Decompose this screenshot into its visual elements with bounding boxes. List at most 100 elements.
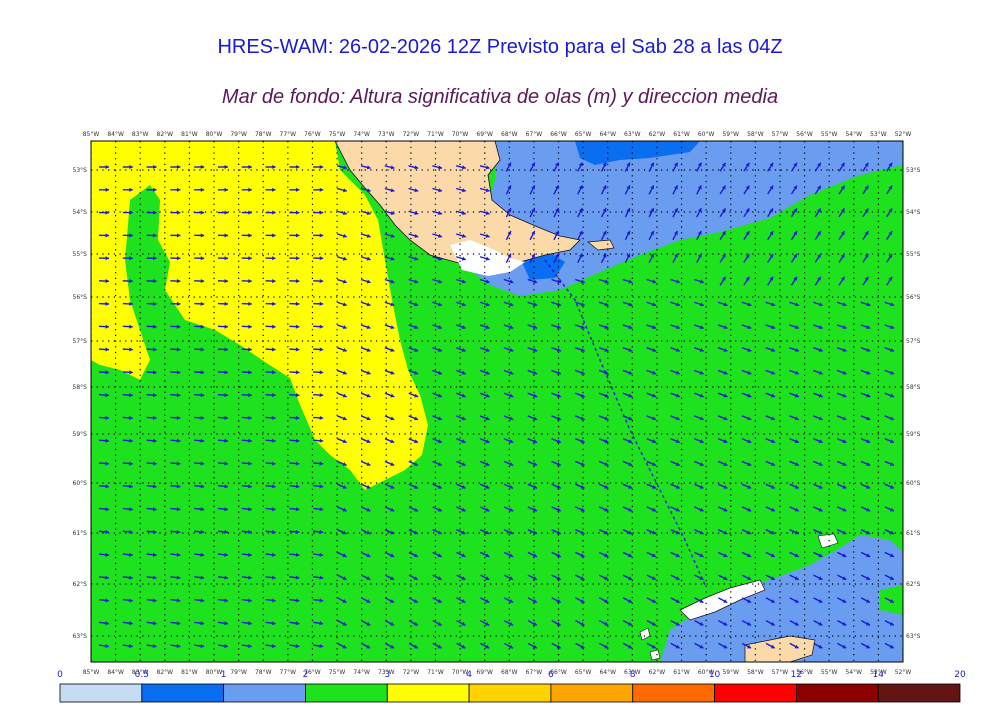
arrow-head [485,325,490,330]
arrow-head [390,576,395,580]
arrow-head [342,325,347,330]
lon-label: 70°W [452,669,469,676]
map-subtitle: Mar de fondo: Altura significativa de ol… [221,86,779,108]
arrow-head [652,462,657,466]
arrow-head [580,370,585,375]
arrow-head [295,643,300,649]
arrow-head [224,461,228,466]
arrow-head [224,256,228,261]
arrow-head [414,462,419,466]
lon-label: 75°W [329,131,346,138]
arrow-head [794,370,799,375]
arrow-head [842,530,847,535]
arrow-head [272,256,276,261]
arrow-head [224,598,228,603]
arrow-head [105,324,109,329]
arrow-head [626,253,631,258]
arrow-head [461,530,466,535]
arrow-head [485,211,490,216]
arrow-head [342,188,347,193]
colorbar-segment [795,683,879,703]
arrow-head [509,644,514,649]
arrow-head [531,185,535,190]
arrow-head [556,347,561,352]
arrow-head [840,253,845,258]
arrow-head [438,188,443,193]
arrow-head [295,164,300,170]
arrow-head [817,162,821,167]
arrow-head [771,347,776,352]
arrow-head [794,484,799,489]
arrow-head [390,325,395,330]
arrow-head [390,233,395,238]
arrow-head [152,598,157,603]
arrow-head [771,370,776,375]
arrow-head [461,553,466,558]
arrow-head [461,325,466,330]
arrow-head [840,231,845,236]
arrow-head [342,233,347,238]
arrow-head [794,576,799,580]
lon-label: 55°W [821,669,838,676]
arrow-head [818,439,823,444]
arrow-head [413,530,418,535]
arrow-head [771,439,776,444]
arrow-head [248,393,252,398]
arrow-head [675,507,680,512]
arrow-head [272,233,276,238]
lon-label: 80°W [206,669,223,676]
arrow-head [842,370,847,375]
arrow-head [604,553,609,558]
sea-lightblue-south [660,535,903,662]
arrow-head [461,256,466,261]
arrow-head [818,462,823,466]
arrow-head [745,253,750,258]
lat-label: 63°S [73,633,88,640]
arrow-head [533,439,538,444]
arrow-head [793,185,797,190]
arrow-head [224,324,228,329]
arrow-head [248,233,252,238]
arrow-head [770,599,775,603]
arrow-head [842,302,847,307]
arrow-head [248,210,252,215]
arrow-head [650,208,654,213]
arrow-head [461,439,466,444]
colorbar-tick-label: 10 [709,670,721,680]
arrow-head [200,415,205,420]
arrow-head [105,301,109,306]
arrow-head [413,553,418,558]
arrow-head [864,253,869,258]
land-small-island [587,239,615,251]
arrow-head [437,644,442,649]
arrow-head [437,530,442,535]
arrow-head [319,210,324,215]
arrow-head [723,553,728,558]
arrow-head [652,279,657,284]
arrow-head [485,530,490,535]
arrow-head [461,211,466,216]
arrow-head [366,439,371,444]
arrow-head [248,301,252,306]
arrow-head [295,210,300,215]
arrow-head [342,553,347,558]
arrow-head [200,575,205,580]
arrow-head [224,643,228,649]
lon-label: 59°W [722,131,739,138]
lat-label: 61°S [906,530,921,537]
arrow-head [176,598,181,603]
arrow-head [200,301,205,306]
lon-label: 76°W [304,669,321,676]
lat-label: 60°S [73,480,88,487]
arrow-head [366,599,371,603]
arrow-head [771,325,776,330]
arrow-head [390,279,395,284]
arrow-head [580,553,585,558]
arrow-head [674,185,678,190]
lat-label: 56°S [73,294,88,301]
arrow-head [485,347,490,352]
arrow-head [604,279,609,284]
arrow-head [272,210,276,215]
arrow-head [319,187,324,192]
arrow-head [485,621,490,626]
